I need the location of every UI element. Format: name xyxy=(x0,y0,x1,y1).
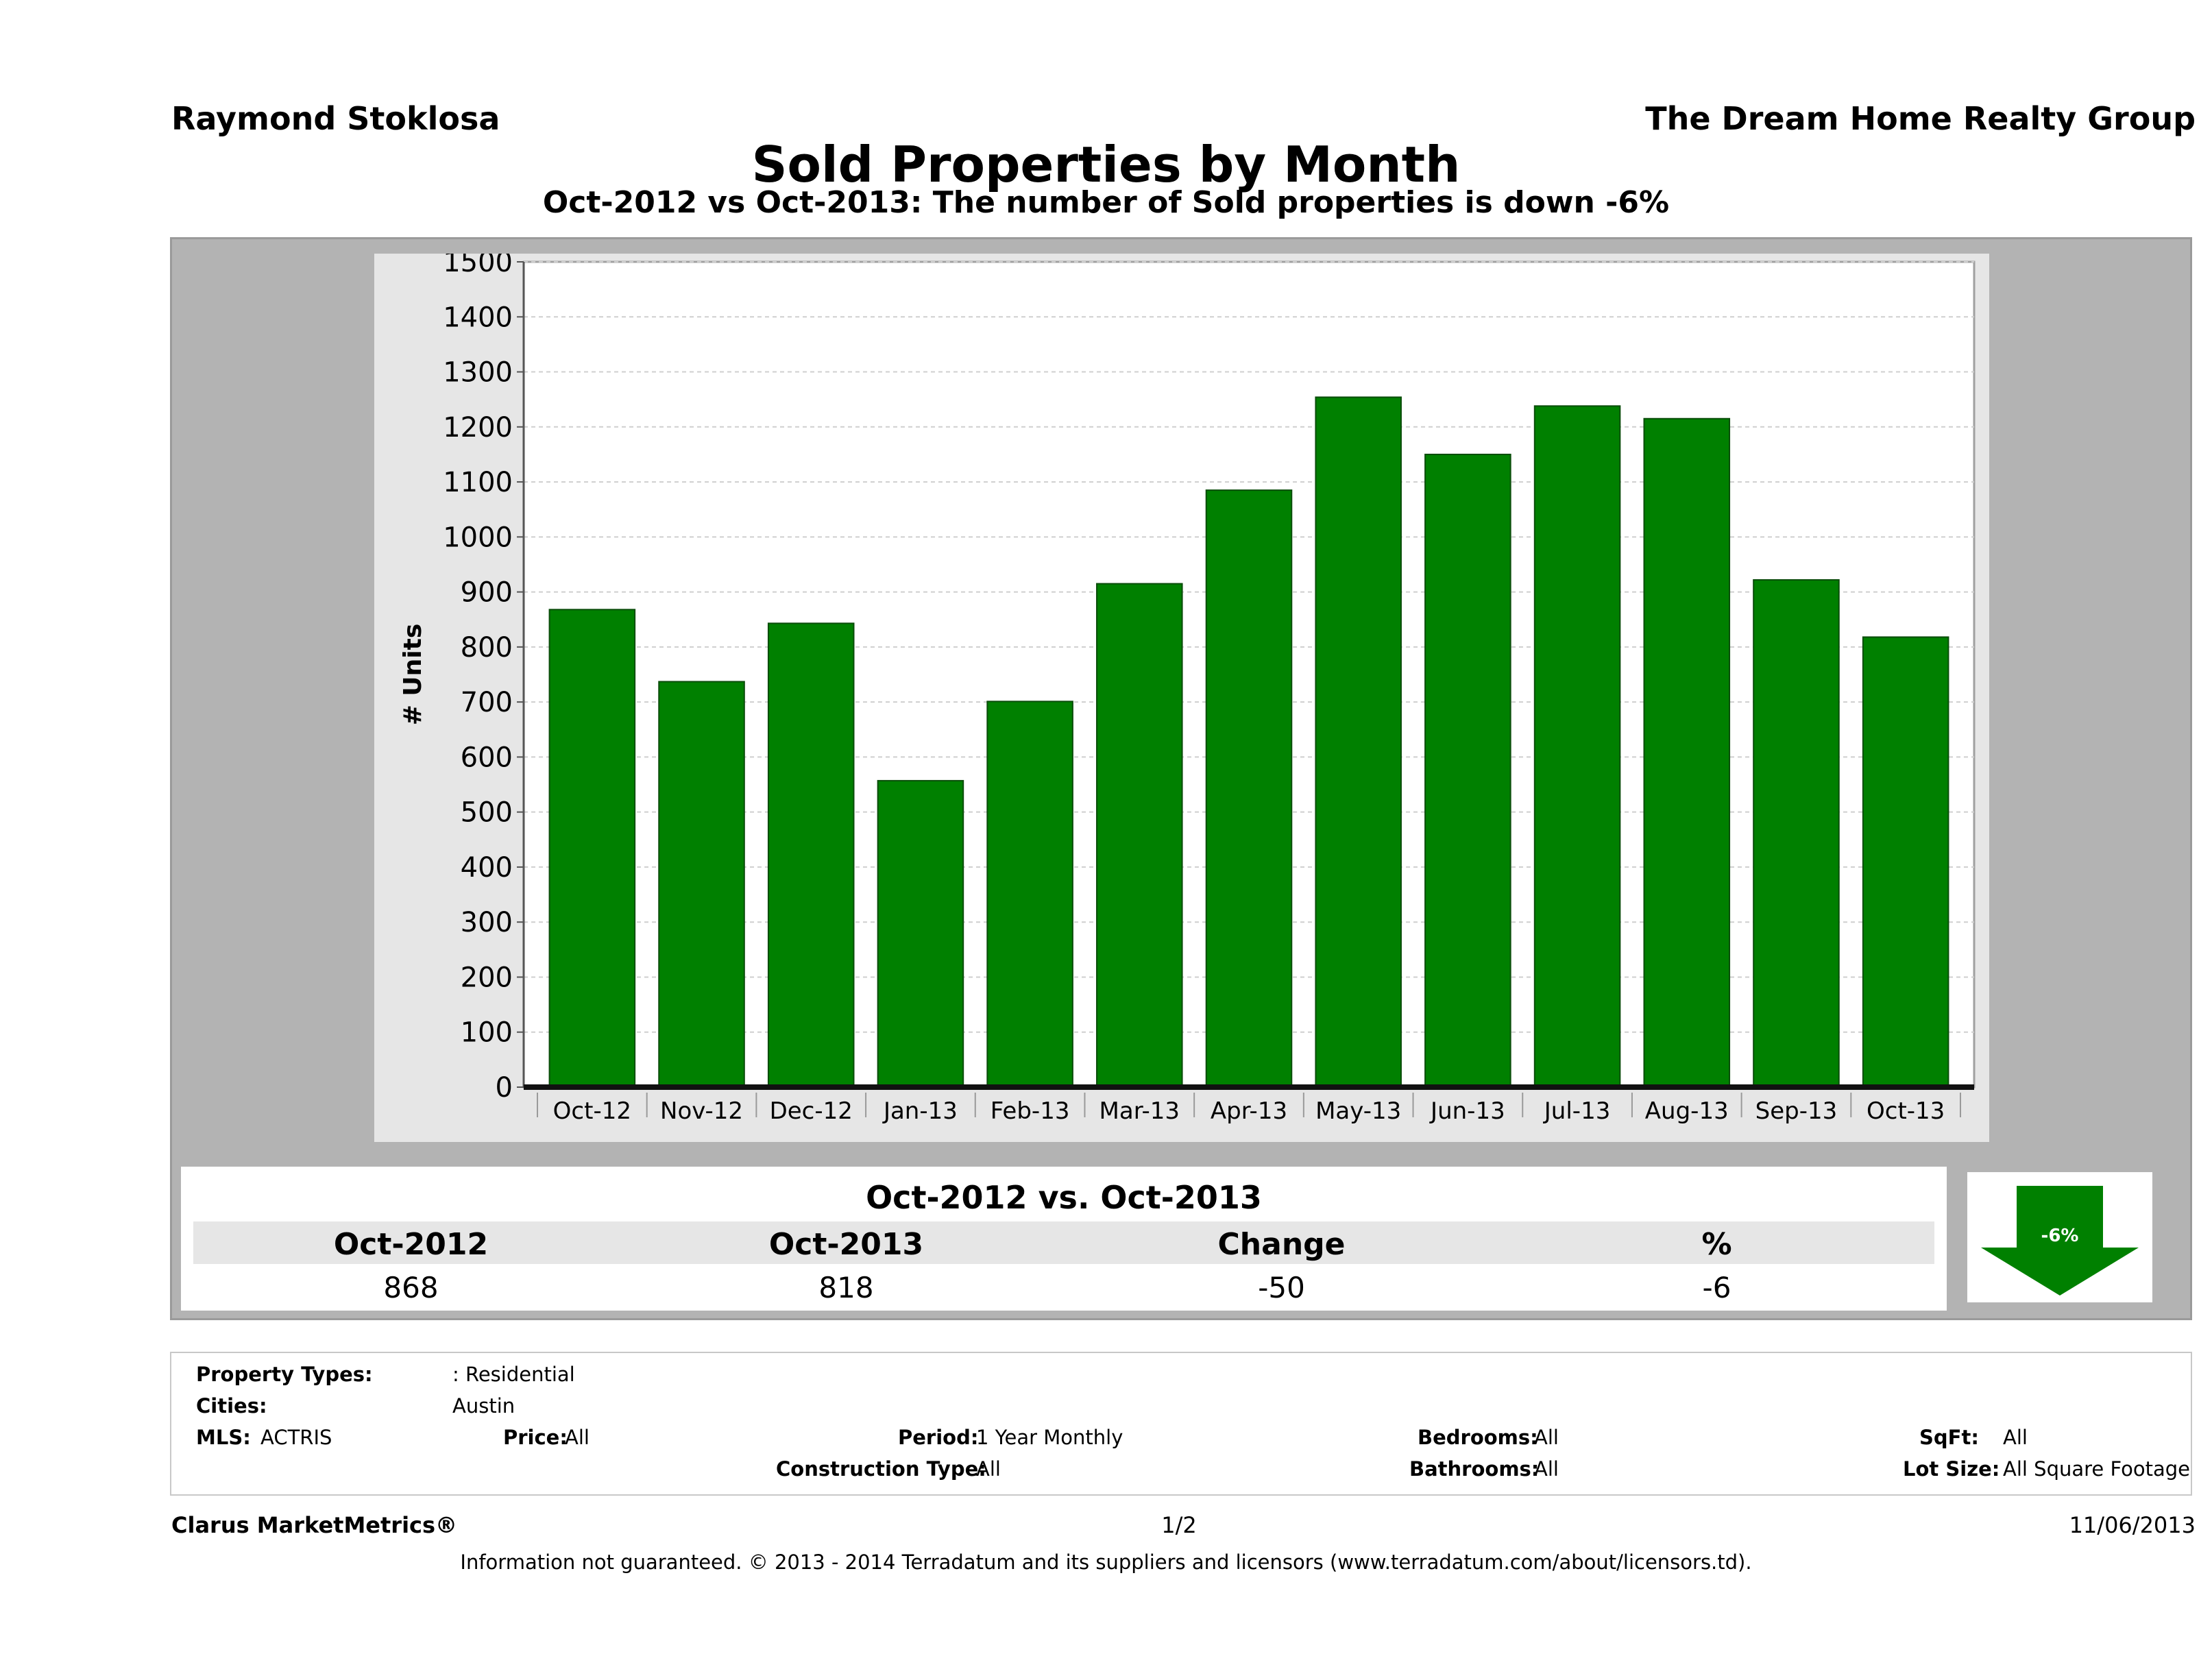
bar-dec-12 xyxy=(767,622,855,1088)
price-label: Price: xyxy=(503,1426,568,1449)
header-change: Change xyxy=(1217,1227,1346,1262)
y-tick-label: 200 xyxy=(461,962,513,993)
x-tick-label: Jul-13 xyxy=(1543,1097,1611,1125)
y-tick-label: 400 xyxy=(461,852,513,884)
value-percent: -6 xyxy=(1702,1271,1731,1304)
x-tick-label: Jun-13 xyxy=(1429,1097,1505,1125)
construction-type-label: Construction Type: xyxy=(776,1457,986,1481)
bar-jun-13 xyxy=(1424,453,1511,1088)
bar-apr-13 xyxy=(1205,489,1293,1088)
bar-mar-13 xyxy=(1096,583,1183,1088)
bathrooms-label: Bathrooms: xyxy=(1409,1457,1540,1481)
report-date: 11/06/2013 xyxy=(2069,1512,2196,1538)
y-tick-label: 800 xyxy=(461,632,513,664)
mls-label: MLS: xyxy=(196,1426,251,1449)
property-types-value: : Residential xyxy=(452,1363,575,1386)
bar-chart: 0 100 200 300 400 500 600 700 800 900 1000 1100 1200… xyxy=(399,254,1976,1125)
x-tick-label: Sep-13 xyxy=(1755,1097,1838,1125)
down-arrow-icon xyxy=(1981,1186,2139,1296)
y-axis-label: # Units xyxy=(399,624,427,726)
x-tick-label: Apr-13 xyxy=(1211,1097,1287,1125)
value-oct-2012: 868 xyxy=(383,1271,439,1304)
disclaimer: Information not guaranteed. © 2013 - 201… xyxy=(460,1551,1752,1574)
header-percent: % xyxy=(1701,1227,1732,1262)
y-tick-label: 1300 xyxy=(443,357,513,389)
price-value: All xyxy=(565,1426,590,1449)
bar-oct-13 xyxy=(1862,636,1949,1088)
bar-sep-13 xyxy=(1753,579,1840,1088)
x-tick-label: Dec-12 xyxy=(770,1097,853,1125)
header-oct-2013: Oct-2013 xyxy=(768,1227,924,1262)
page-number: 1/2 xyxy=(1161,1512,1197,1538)
sqft-label: SqFt: xyxy=(1919,1426,1979,1449)
comparison-title: Oct-2012 vs. Oct-2013 xyxy=(866,1179,1262,1216)
bar-jan-13 xyxy=(877,779,964,1088)
bedrooms-label: Bedrooms: xyxy=(1418,1426,1538,1449)
bar-oct-12 xyxy=(548,609,636,1088)
y-tick-label: 900 xyxy=(461,577,513,609)
comparison-table: Oct-2012 vs. Oct-2013 Oct-2012 Oct-2013 … xyxy=(181,1167,1947,1311)
y-tick-label: 700 xyxy=(461,687,513,718)
construction-type-value: All xyxy=(976,1457,1001,1481)
y-tick-label: 1100 xyxy=(443,467,513,498)
y-tick-label: 600 xyxy=(461,742,513,773)
x-tick-label: Jan-13 xyxy=(882,1097,958,1125)
value-change: -50 xyxy=(1258,1271,1305,1304)
value-oct-2013: 818 xyxy=(818,1271,874,1304)
bathrooms-value: All xyxy=(1534,1457,1559,1481)
y-tick-label: 1400 xyxy=(443,302,513,333)
filter-summary xyxy=(170,1352,2192,1496)
x-tick-label: May-13 xyxy=(1315,1097,1401,1125)
bar-aug-13 xyxy=(1643,417,1731,1088)
x-tick-label: Nov-12 xyxy=(660,1097,743,1125)
x-tick-label: Aug-13 xyxy=(1645,1097,1729,1125)
chart-area: 0 100 200 300 400 500 600 700 800 900 1000 1100 1200… xyxy=(374,254,1989,1142)
y-tick-label: 100 xyxy=(461,1017,513,1049)
period-value: 1 Year Monthly xyxy=(976,1426,1123,1449)
header-oct-2012: Oct-2012 xyxy=(333,1227,489,1262)
change-indicator: -6% xyxy=(1967,1172,2152,1302)
cities-value: Austin xyxy=(452,1394,515,1418)
bar-feb-13 xyxy=(986,701,1073,1088)
x-tick-label: Feb-13 xyxy=(990,1097,1070,1125)
x-tick-label: Mar-13 xyxy=(1099,1097,1180,1125)
footer-brand: Clarus MarketMetrics® xyxy=(171,1512,458,1538)
y-tick-label: 0 xyxy=(496,1072,513,1104)
property-types-label: Property Types: xyxy=(196,1363,373,1386)
lot-size-label: Lot Size: xyxy=(1903,1457,2000,1481)
bar-jul-13 xyxy=(1533,405,1621,1089)
bar-nov-12 xyxy=(658,681,745,1088)
agent-name: Raymond Stoklosa xyxy=(171,100,500,137)
y-tick-label: 300 xyxy=(461,907,513,938)
y-tick-label: 1500 xyxy=(443,254,513,278)
x-tick-label: Oct-12 xyxy=(553,1097,631,1125)
arrow-label: -6% xyxy=(2041,1226,2079,1246)
company-name: The Dream Home Realty Group xyxy=(1645,100,2196,137)
chart-title: Sold Properties by Month xyxy=(751,136,1461,193)
x-tick-label: Oct-13 xyxy=(1867,1097,1945,1125)
lot-size-value: All Square Footage xyxy=(2003,1457,2191,1481)
y-tick-label: 500 xyxy=(461,797,513,829)
y-tick-label: 1200 xyxy=(443,412,513,443)
sqft-value: All xyxy=(2003,1426,2028,1449)
cities-label: Cities: xyxy=(196,1394,267,1418)
mls-value: ACTRIS xyxy=(260,1426,332,1449)
period-label: Period: xyxy=(898,1426,979,1449)
bedrooms-value: All xyxy=(1534,1426,1559,1449)
bar-may-13 xyxy=(1315,396,1402,1088)
chart-subtitle: Oct-2012 vs Oct-2013: The number of Sold… xyxy=(542,185,1670,220)
y-tick-label: 1000 xyxy=(443,522,513,553)
